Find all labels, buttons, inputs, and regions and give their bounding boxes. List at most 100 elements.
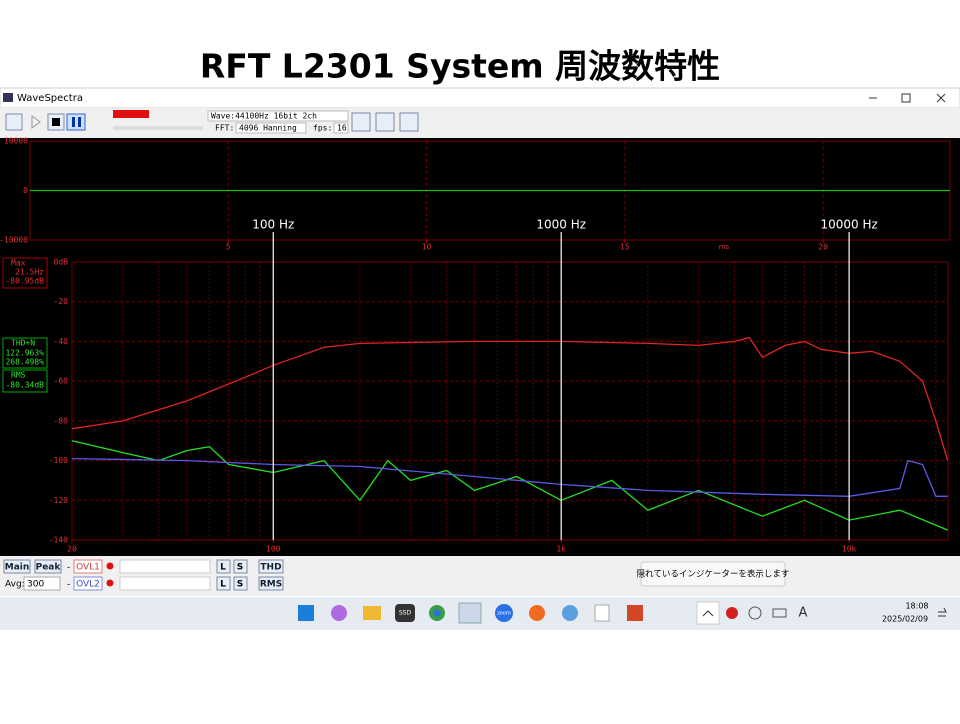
rms-button-label: RMS bbox=[260, 580, 282, 590]
s-button[interactable] bbox=[233, 559, 248, 574]
y-tick-label: -80 bbox=[54, 416, 69, 425]
ovl1-label: OVL1 bbox=[76, 563, 100, 573]
fft-value: 4096 Hanning bbox=[239, 124, 297, 133]
tool-button[interactable] bbox=[399, 112, 419, 132]
ssd-label: SSD bbox=[399, 610, 412, 617]
rms-readout bbox=[2, 369, 48, 393]
fps-label: fps: bbox=[313, 124, 332, 133]
s-button[interactable] bbox=[233, 576, 248, 591]
x-tick-label: 10k bbox=[842, 545, 857, 554]
notification-icon[interactable] bbox=[938, 607, 947, 617]
max-freq: 21.5Hz bbox=[15, 268, 44, 277]
tool-button[interactable] bbox=[5, 113, 23, 131]
taskbar-icon[interactable] bbox=[331, 605, 347, 621]
toolbar bbox=[0, 108, 960, 138]
wave-box bbox=[207, 110, 349, 122]
meter-l bbox=[119, 559, 211, 574]
ime-indicator[interactable]: A bbox=[799, 606, 808, 621]
taskbar-icon[interactable] bbox=[562, 605, 578, 621]
thd-button[interactable] bbox=[258, 559, 284, 574]
pause-button[interactable] bbox=[66, 113, 86, 131]
x-tick-label: 15 bbox=[620, 243, 630, 252]
taskbar-icon[interactable] bbox=[594, 604, 610, 622]
x-tick-label: 100 bbox=[266, 545, 281, 554]
dash: - bbox=[67, 563, 70, 573]
tool-button[interactable] bbox=[375, 112, 395, 132]
thd-label: THD+N bbox=[11, 339, 35, 348]
x-unit: ms bbox=[719, 243, 730, 251]
thd-left: 122.963% bbox=[5, 349, 44, 358]
taskbar-icon[interactable] bbox=[627, 605, 643, 621]
clock-time: 18:08 bbox=[905, 602, 928, 611]
start-button[interactable] bbox=[298, 605, 314, 621]
l-label: L bbox=[220, 563, 226, 573]
taskbar-icon[interactable] bbox=[395, 604, 415, 622]
play-button[interactable] bbox=[31, 115, 41, 129]
y-tick-label: -60 bbox=[54, 377, 69, 386]
maximize[interactable] bbox=[901, 93, 911, 103]
taskbar-icon[interactable] bbox=[495, 604, 513, 622]
ovl1-led bbox=[106, 562, 114, 570]
ovl2-box bbox=[73, 576, 103, 591]
app-icon bbox=[3, 93, 13, 102]
slide-title: RFT L2301 System 周波数特性 bbox=[200, 47, 720, 86]
taskbar-icon-core bbox=[433, 609, 441, 617]
y-tick-label: 10000 bbox=[4, 137, 28, 146]
rms-button[interactable] bbox=[258, 576, 284, 591]
window-title: WaveSpectra bbox=[17, 93, 83, 104]
l-button[interactable] bbox=[216, 576, 231, 591]
slider[interactable] bbox=[113, 126, 203, 130]
thd-right: 268.498% bbox=[5, 358, 44, 367]
x-tick-label: 20 bbox=[67, 545, 77, 554]
pause-icon bbox=[78, 117, 81, 127]
series-line bbox=[71, 440, 948, 531]
max-level: -80.95dB bbox=[5, 277, 44, 286]
level-meter bbox=[113, 110, 149, 118]
main-button[interactable] bbox=[3, 559, 31, 574]
x-tick-label: 10 bbox=[422, 243, 432, 252]
l-label: L bbox=[220, 580, 226, 590]
ovl2-label: OVL2 bbox=[76, 580, 100, 590]
s-label: S bbox=[237, 563, 243, 573]
l-button[interactable] bbox=[216, 559, 231, 574]
tooltip bbox=[640, 561, 786, 587]
fft-box[interactable] bbox=[235, 122, 307, 134]
y-tick-label: -10000 bbox=[0, 236, 28, 245]
y-tick-label: -140 bbox=[49, 536, 68, 545]
chevron bbox=[702, 610, 714, 617]
avg-select[interactable] bbox=[23, 576, 61, 591]
fps-value: 16 bbox=[337, 124, 347, 133]
s-label: S bbox=[237, 580, 243, 590]
tray-icon[interactable] bbox=[772, 608, 787, 618]
main-label: Main bbox=[5, 563, 30, 573]
tool-button[interactable] bbox=[351, 112, 371, 132]
series-line bbox=[71, 457, 948, 497]
tooltip-text: 隠れているインジケーターを表示します bbox=[637, 569, 790, 580]
waveform-panel bbox=[0, 138, 960, 256]
peak-button[interactable] bbox=[34, 559, 62, 574]
y-tick-label: 0 bbox=[23, 186, 28, 195]
close[interactable] bbox=[936, 93, 946, 103]
thd-button-label: THD bbox=[260, 563, 281, 573]
taskbar-active[interactable] bbox=[458, 602, 482, 624]
taskbar-icon[interactable] bbox=[529, 605, 545, 621]
y-tick-label: -120 bbox=[49, 496, 68, 505]
fps-box[interactable] bbox=[333, 122, 349, 134]
ovl1-box bbox=[73, 559, 103, 574]
tray-expand[interactable] bbox=[696, 601, 720, 625]
tray-icon[interactable] bbox=[726, 607, 738, 619]
title-bar bbox=[0, 87, 960, 109]
charts: 10000 0 -10000 5 10 15 20 ms 0dB -20 -40 -60 -80 -100… bbox=[0, 137, 950, 554]
x-tick-label: 1k bbox=[556, 545, 566, 554]
spectrum-panel bbox=[0, 256, 960, 556]
tray-icon[interactable] bbox=[748, 606, 762, 620]
ovl2-led bbox=[106, 579, 114, 587]
x-tick-label: 5 bbox=[226, 243, 231, 252]
y-tick-label: 0dB bbox=[54, 258, 69, 267]
max-label: Max bbox=[11, 259, 26, 268]
x-tick-label: 20 bbox=[818, 243, 828, 252]
rms-level: -80.34dB bbox=[5, 381, 44, 390]
peak-label: Peak bbox=[36, 563, 62, 573]
taskbar-icon[interactable] bbox=[363, 606, 381, 620]
